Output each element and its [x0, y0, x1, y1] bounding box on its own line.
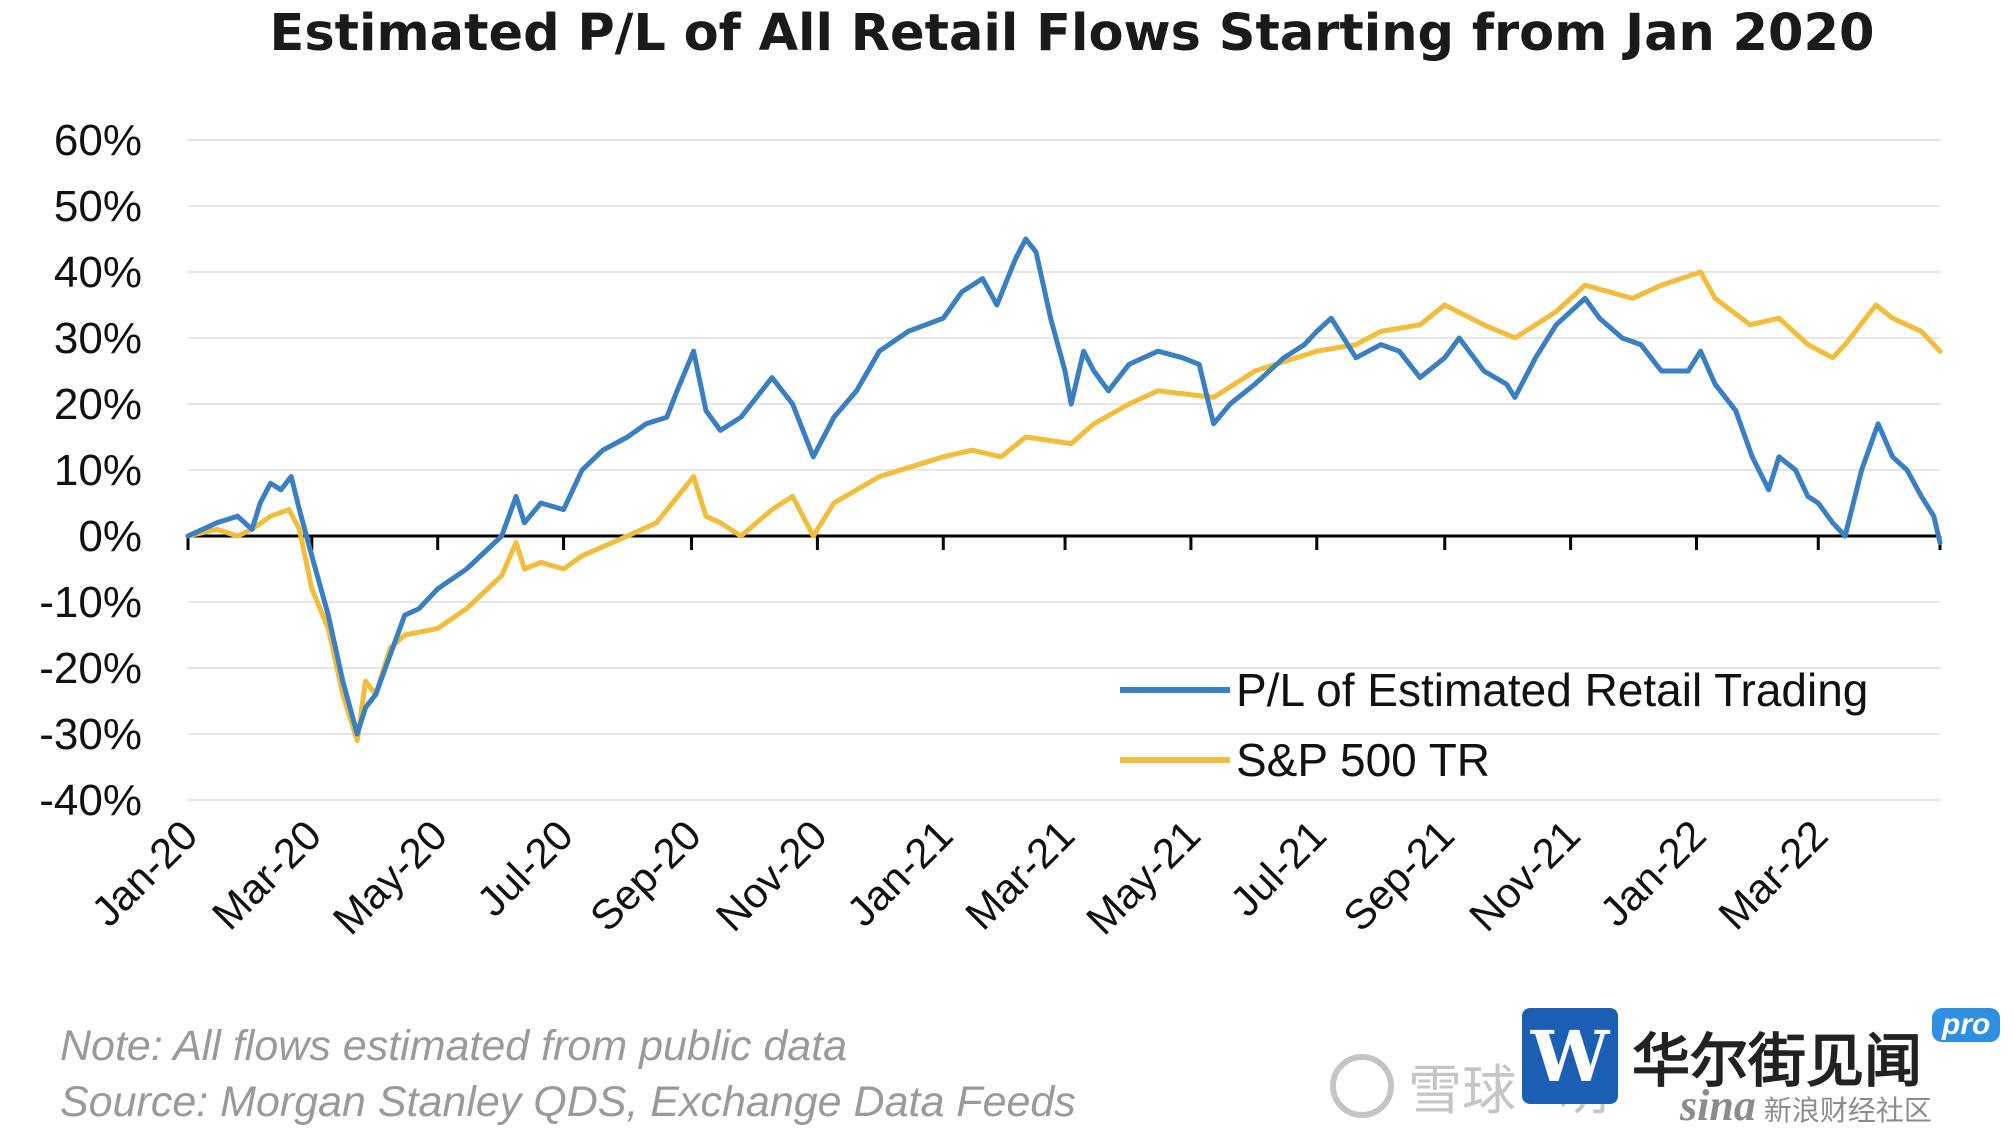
y-tick-label: 60%: [54, 116, 142, 165]
sina-watermark: sina 新浪财经社区: [1680, 1080, 1932, 1131]
series-lines: [185, 236, 1943, 744]
legend-label: S&P 500 TR: [1236, 734, 1490, 786]
sina-watermark-text: sina: [1680, 1081, 1756, 1130]
axes: 60%50%40%30%20%10%0%-10%-20%-30%-40%Jan-…: [39, 116, 1942, 943]
x-tick-label: Jan-22: [1591, 811, 1715, 935]
y-tick-label: 10%: [54, 446, 142, 495]
legend-label: P/L of Estimated Retail Trading: [1236, 664, 1868, 716]
x-tick-label: Sep-20: [581, 811, 710, 940]
x-tick-label: Mar-20: [203, 811, 330, 938]
y-tick-label: 30%: [54, 314, 142, 363]
y-tick-label: 40%: [54, 248, 142, 297]
x-tick-label: Jan-21: [838, 811, 962, 935]
x-tick-label: Mar-21: [956, 811, 1083, 938]
x-tick-label: Sep-21: [1334, 811, 1463, 940]
y-tick-label: -30%: [39, 710, 142, 759]
gridlines: [188, 139, 1940, 801]
x-tick-label: Jul-20: [468, 811, 582, 925]
series-line-sp500: [185, 269, 1943, 744]
y-tick-label: 20%: [54, 380, 142, 429]
x-tick-label: Nov-20: [707, 811, 836, 940]
xueqiu-watermark-text: 雪球: [1408, 1059, 1516, 1122]
y-tick-label: 50%: [54, 182, 142, 231]
y-tick-label: -40%: [39, 776, 142, 825]
wallstreetcn-watermark-text: 华尔街见闻: [1632, 1027, 1923, 1095]
legend: P/L of Estimated Retail Trading S&P 500 T…: [1120, 664, 1868, 786]
xueqiu-logo-icon: [1330, 1053, 1394, 1118]
sina-community-text: 新浪财经社区: [1763, 1094, 1932, 1127]
x-tick-label: May-20: [324, 811, 456, 943]
x-tick-label: Jul-21: [1221, 811, 1335, 925]
pro-badge: pro: [1932, 1008, 2001, 1042]
y-tick-label: -20%: [39, 644, 142, 693]
x-tick-label: May-21: [1077, 811, 1209, 943]
x-tick-label: Nov-21: [1460, 811, 1589, 940]
x-tick-label: Jan-20: [82, 811, 206, 935]
wallstreetcn-watermark: W 华尔街见闻 pro: [1522, 1008, 2001, 1104]
series-line-retail-pl: [185, 236, 1943, 737]
x-tick-label: Mar-22: [1709, 811, 1836, 938]
y-tick-label: 0%: [78, 512, 142, 561]
wallstreetcn-logo-icon: W: [1522, 1008, 1618, 1104]
note-text: Note: All flows estimated from public da…: [60, 1022, 848, 1070]
y-tick-label: -10%: [39, 578, 142, 627]
source-text: Source: Morgan Stanley QDS, Exchange Dat…: [60, 1078, 1076, 1126]
chart-title: Estimated P/L of All Retail Flows Starti…: [269, 4, 1875, 63]
